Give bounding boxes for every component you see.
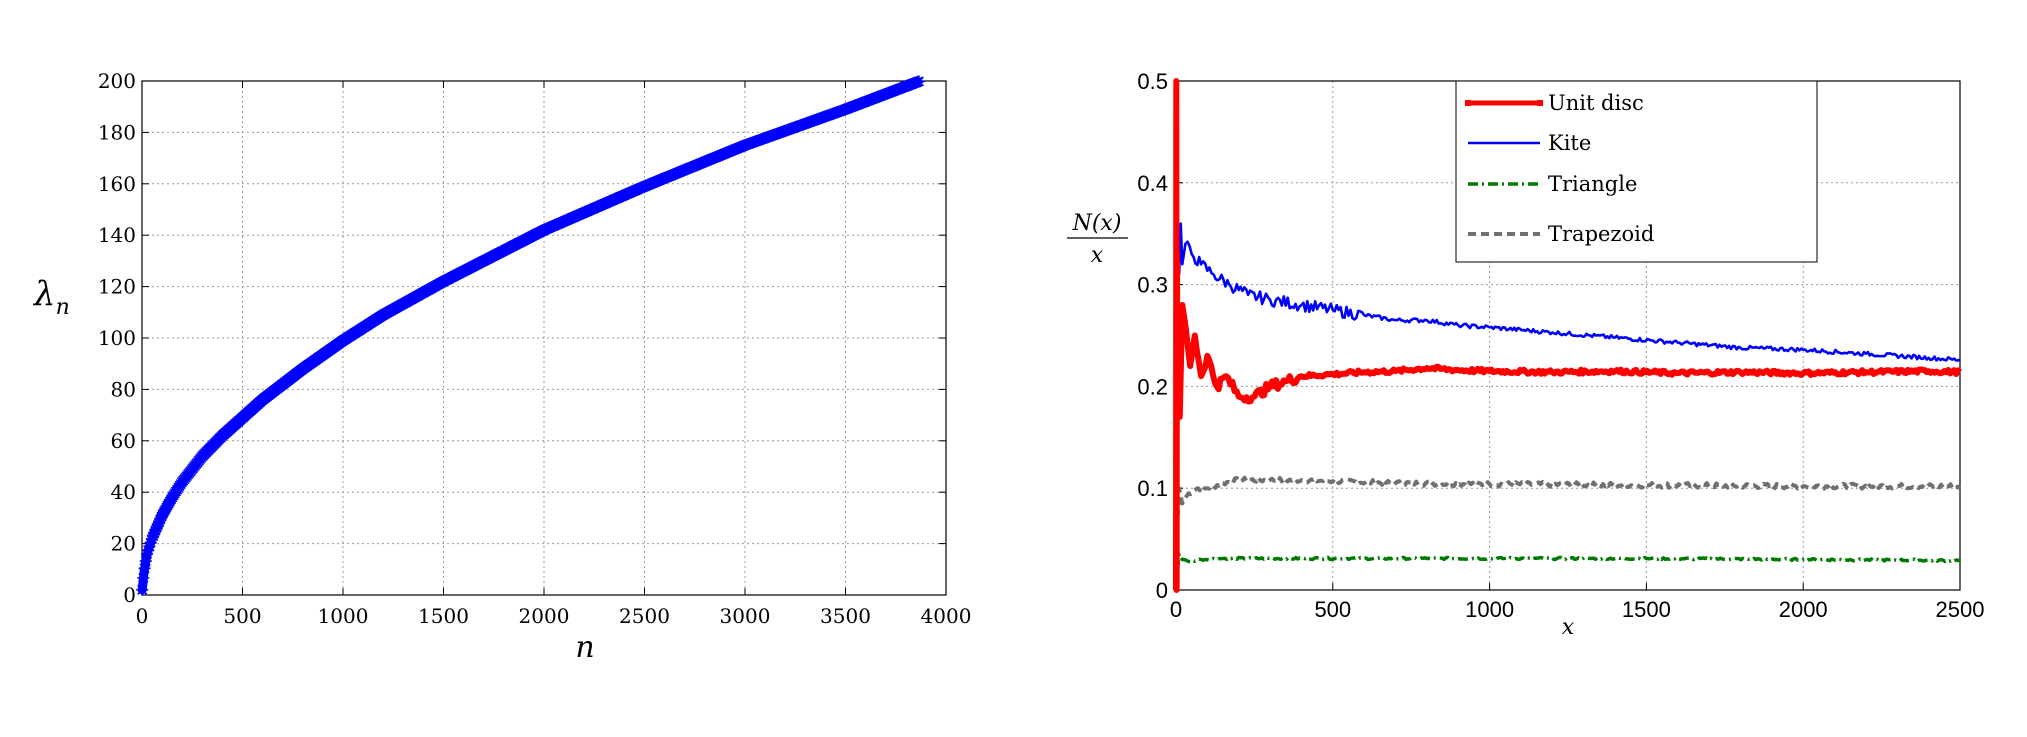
legend-entries: Unit disc Kite Triangle Trapezoid — [1465, 91, 1654, 246]
left-ylabel-sub: n — [56, 295, 70, 320]
legend-box — [1455, 80, 1818, 263]
left-ytick-label: 140 — [98, 223, 136, 247]
left-ytick-label: 120 — [98, 275, 136, 299]
left-ytick-label: 200 — [98, 69, 136, 93]
right-ytick-label: 0 — [1156, 578, 1168, 603]
left-series-line — [137, 77, 923, 595]
right-xlabel: x — [1562, 615, 1575, 640]
left-xtick-label: 1000 — [318, 604, 369, 628]
left-series-markers — [136, 75, 925, 596]
left-xlabel: n — [575, 630, 594, 665]
legend-label: Trapezoid — [1548, 222, 1654, 246]
right-xtick-label: 500 — [1314, 597, 1351, 622]
right-series-line-triangle — [1174, 552, 1961, 591]
left-xtick-label: 4000 — [921, 604, 972, 628]
right-ytick-label: 0.1 — [1137, 476, 1168, 501]
right-xtick-label: 1000 — [1465, 597, 1514, 622]
left-ylabel-main: λ — [32, 274, 56, 314]
right-ytick-label: 0.5 — [1137, 69, 1168, 94]
left-ytick-label: 20 — [111, 532, 136, 556]
left-chart: 0 500 1000 1500 2000 2500 3000 3500 4000 0 20 40 60 8… — [32, 69, 971, 665]
left-xtick-label: 500 — [223, 604, 261, 628]
left-grid — [142, 81, 946, 595]
left-ytick-label: 60 — [111, 429, 136, 453]
left-ylabel: λn — [32, 274, 70, 320]
legend-marker — [1537, 100, 1543, 106]
right-series-line-kite — [1174, 222, 1961, 489]
right-ytick-label: 0.4 — [1137, 171, 1168, 196]
legend-marker — [1465, 100, 1471, 106]
left-ytick-label: 100 — [98, 326, 136, 350]
right-ytick-label: 0.3 — [1137, 273, 1168, 298]
right-ticks: 0 500 1000 1500 2000 2500 0 0.1 0.2 0.3 0.4 0.5 — [1137, 69, 1984, 622]
right-series — [1173, 78, 1963, 593]
right-series-line-unit-disc — [1173, 78, 1963, 593]
left-ytick-label: 80 — [111, 377, 136, 401]
left-xtick-label: 0 — [136, 604, 149, 628]
right-ytick-label: 0.2 — [1137, 374, 1168, 399]
left-ytick-label: 180 — [98, 120, 136, 144]
left-xtick-label: 2000 — [519, 604, 570, 628]
right-xtick-label: 2000 — [1779, 597, 1828, 622]
left-xtick-label: 3000 — [720, 604, 771, 628]
right-ylabel-denominator: x — [1091, 243, 1104, 268]
left-ytick-label: 160 — [98, 172, 136, 196]
left-ticks: 0 500 1000 1500 2000 2500 3000 3500 4000 0 20 40 60 8… — [98, 69, 972, 628]
right-xtick-label: 0 — [1170, 597, 1182, 622]
legend-label: Triangle — [1548, 172, 1637, 196]
right-series-line-trapezoid — [1174, 475, 1962, 540]
left-ytick-label: 40 — [111, 480, 136, 504]
left-series — [136, 75, 925, 596]
legend: Unit disc Kite Triangle Trapezoid — [1455, 80, 1818, 263]
left-xtick-label: 3500 — [820, 604, 871, 628]
legend-label: Kite — [1548, 131, 1591, 155]
left-xtick-label: 2500 — [619, 604, 670, 628]
right-chart: 0 500 1000 1500 2000 2500 0 0.1 0.2 0.3 0.4 0.5 x N… — [1067, 69, 1984, 640]
right-ylabel-numerator: N(x) — [1072, 211, 1122, 236]
right-xtick-label: 1500 — [1622, 597, 1671, 622]
legend-label: Unit disc — [1548, 91, 1644, 115]
left-xtick-label: 1500 — [418, 604, 469, 628]
right-xtick-label: 2500 — [1936, 597, 1985, 622]
left-ytick-label: 0 — [123, 583, 136, 607]
